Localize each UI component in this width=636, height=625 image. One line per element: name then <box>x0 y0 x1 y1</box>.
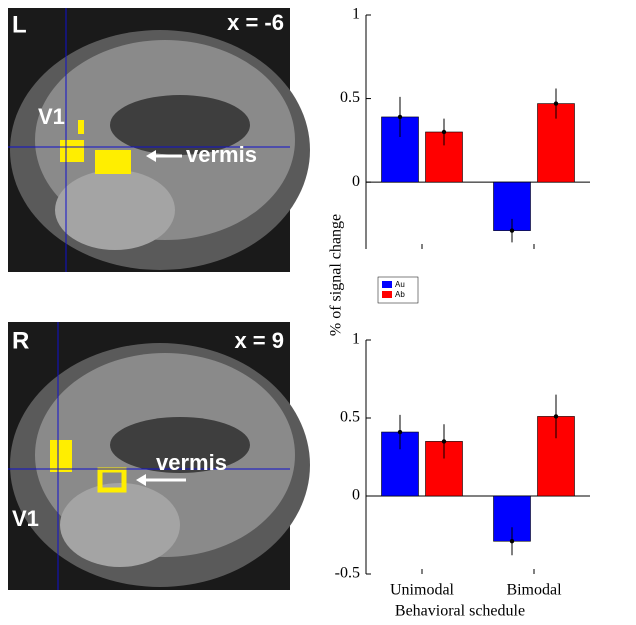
region-label: V1 <box>12 506 39 531</box>
y-tick-label: 1 <box>352 6 360 23</box>
legend-swatch <box>382 281 392 288</box>
cerebellum <box>60 483 180 567</box>
legend-label: Ab <box>395 290 405 299</box>
activation <box>60 140 84 162</box>
legend-swatch <box>382 291 392 298</box>
y-axis-label: % of signal change <box>328 214 345 336</box>
y-tick-label: 0.5 <box>340 409 360 426</box>
y-tick-label: 0 <box>352 487 360 504</box>
cerebellum <box>55 170 175 250</box>
mean-dot <box>554 414 558 418</box>
mean-dot <box>398 430 402 434</box>
arrow-label: vermis <box>156 450 227 475</box>
x-tick-label: Bimodal <box>506 582 562 599</box>
coord-label: x = 9 <box>234 328 284 353</box>
side-label: R <box>12 327 29 354</box>
mean-dot <box>510 228 514 232</box>
mean-dot <box>398 115 402 119</box>
y-tick-label: 0 <box>352 173 360 190</box>
activation <box>78 120 84 134</box>
mean-dot <box>554 101 558 105</box>
mean-dot <box>442 439 446 443</box>
mean-dot <box>510 539 514 543</box>
side-label: L <box>12 11 27 38</box>
y-tick-label: 1 <box>352 331 360 348</box>
x-tick-label: Unimodal <box>390 582 455 599</box>
arrow-label: vermis <box>186 142 257 167</box>
legend-label: Au <box>395 280 405 289</box>
x-axis-label: Behavioral schedule <box>395 603 525 620</box>
brain-panel: R x = 9 V1 vermis <box>8 322 310 590</box>
y-tick-label: 0.5 <box>340 89 360 106</box>
mean-dot <box>442 130 446 134</box>
activation <box>95 150 131 174</box>
region-label: V1 <box>38 104 65 129</box>
activation <box>50 440 72 472</box>
y-tick-label: -0.5 <box>335 565 360 582</box>
figure: L x = -6 V1 vermis R x = 9 V1 vermis % o… <box>0 0 636 625</box>
coord-label: x = -6 <box>227 10 284 35</box>
brain-panel: L x = -6 V1 vermis <box>8 8 310 272</box>
